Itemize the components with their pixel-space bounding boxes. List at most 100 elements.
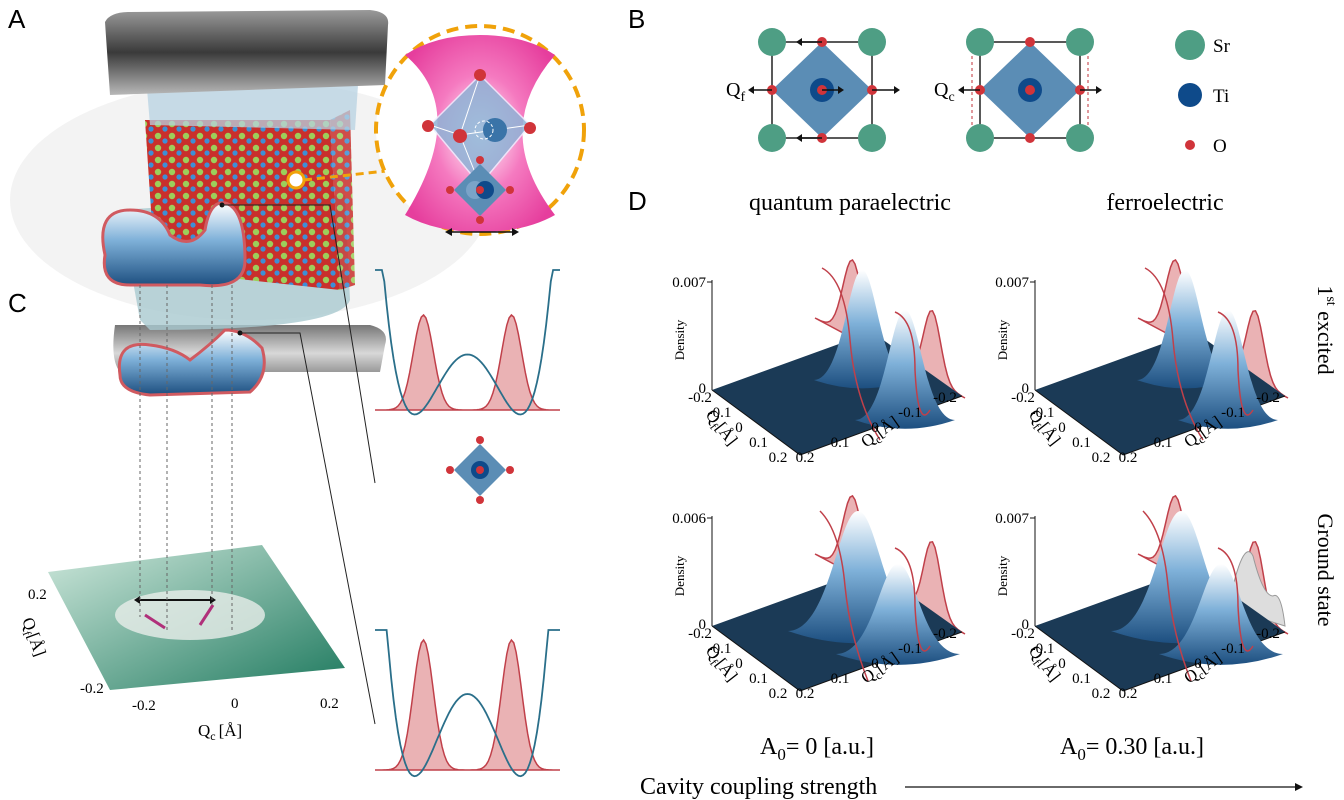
potential-curve — [375, 269, 560, 416]
row-label: 1st excited — [1313, 285, 1338, 374]
axis-line — [1034, 389, 1124, 456]
tick-label: -0.1 — [1221, 641, 1245, 657]
tick-label: -0.1 — [1031, 641, 1055, 657]
slice-line — [1144, 267, 1204, 441]
axis-label: Qf[Å] — [699, 406, 741, 451]
tick-label: 0.2 — [796, 450, 815, 466]
tick-label: -0.2 — [1011, 626, 1035, 642]
slice-line — [819, 510, 869, 682]
symbol: Q — [18, 615, 40, 633]
tick-label: 0.2 — [28, 587, 47, 603]
tick-label: 0.2 — [320, 696, 339, 712]
tick-label: 0 — [1022, 617, 1030, 633]
tick-label: -0.1 — [1221, 405, 1245, 421]
panel-label: B — [628, 4, 645, 34]
tick-label: 0.1 — [1154, 435, 1173, 451]
column-header: quantum paraelectric — [749, 190, 951, 216]
rest: = 0 [a.u.] — [786, 734, 874, 760]
column-header: ferroelectric — [1106, 190, 1223, 216]
tick-label: 0.007 — [995, 275, 1029, 291]
tick-label: 0 — [1022, 381, 1030, 397]
tick-label: 0 — [1194, 656, 1202, 672]
tick-label: 0.2 — [1092, 450, 1111, 466]
tick-label: -0.1 — [898, 641, 922, 657]
tick-label: 0.2 — [1119, 450, 1138, 466]
tick-label: 0.1 — [1072, 671, 1091, 687]
density-peak — [1137, 270, 1233, 389]
axis-label: Qf[Å] — [15, 615, 49, 660]
tick-label: -0.1 — [1031, 405, 1055, 421]
tick-label: -0.2 — [132, 698, 156, 714]
tick-label: 0 — [1194, 420, 1202, 436]
slice-line — [1142, 510, 1192, 682]
tick-label: 0.2 — [1092, 686, 1111, 702]
symbol: Q — [198, 721, 210, 740]
subscript: c — [210, 729, 215, 743]
tick-label: 0 — [735, 420, 743, 436]
density-curve — [375, 638, 560, 771]
subscript: f — [1030, 656, 1043, 668]
unit: [Å] — [219, 721, 243, 740]
potential-curve — [375, 629, 560, 778]
panel-label: D — [628, 186, 647, 216]
symbol: A — [760, 734, 778, 760]
tick-label: 0.1 — [831, 671, 850, 687]
tick-label: -0.1 — [708, 641, 732, 657]
slice-line — [1217, 547, 1254, 652]
tick-label: 0 — [1058, 656, 1066, 672]
axis-line — [711, 625, 801, 692]
axis-label: Density — [995, 555, 1010, 596]
symbol: Q — [934, 79, 949, 101]
tick-label: 0.1 — [749, 435, 768, 451]
slice-line — [894, 547, 931, 652]
density-peak — [1159, 564, 1283, 665]
tick-label: -0.2 — [1256, 390, 1280, 406]
tick-label: 0 — [871, 420, 879, 436]
axis-label: Qf[Å] — [699, 642, 741, 687]
density-peak — [855, 310, 955, 429]
mode-label: Qc — [934, 79, 955, 105]
tick-label: 0.007 — [672, 275, 706, 291]
tick-label: 0.006 — [672, 511, 706, 527]
tick-label: 0.2 — [769, 686, 788, 702]
density-peak — [836, 564, 960, 665]
tick-label: -0.2 — [80, 681, 104, 697]
subscript: f — [707, 420, 720, 432]
axis-line — [1034, 625, 1124, 692]
tick-label: -0.2 — [933, 626, 957, 642]
tick-label: 0.1 — [831, 435, 850, 451]
rest: = 0.30 [a.u.] — [1086, 734, 1204, 760]
tick-label: -0.2 — [1011, 390, 1035, 406]
tick-label: -0.2 — [688, 390, 712, 406]
unit: [Å] — [24, 630, 50, 659]
tick-label: -0.1 — [708, 405, 732, 421]
main: 1 — [1313, 285, 1338, 296]
caption: Cavity coupling strength — [640, 774, 877, 800]
subscript: f — [1030, 420, 1043, 432]
tick-label: 0 — [699, 617, 707, 633]
subscript: c — [948, 90, 954, 105]
tick-label: -0.2 — [933, 390, 957, 406]
tick-label: 0.2 — [796, 686, 815, 702]
panel-b-art — [748, 28, 1205, 152]
slice-line — [894, 311, 931, 416]
density-curve — [375, 313, 560, 411]
panel-label: A — [8, 4, 26, 34]
superscript: st — [1323, 296, 1338, 305]
tick-label: -0.2 — [688, 626, 712, 642]
subscript: f — [707, 656, 720, 668]
symbol: Q — [726, 79, 741, 101]
tick-label: -0.2 — [1256, 626, 1280, 642]
axis-label: Density — [995, 319, 1010, 360]
coupling-label: A0= 0.30 [a.u.] — [1060, 734, 1204, 764]
axis-label: Qf[Å] — [1022, 642, 1064, 687]
tick-label: 0 — [231, 696, 239, 712]
tick-label: 0.007 — [995, 511, 1029, 527]
tick-label: 0 — [871, 656, 879, 672]
tick-label: -0.1 — [898, 405, 922, 421]
axis-line — [711, 389, 801, 456]
